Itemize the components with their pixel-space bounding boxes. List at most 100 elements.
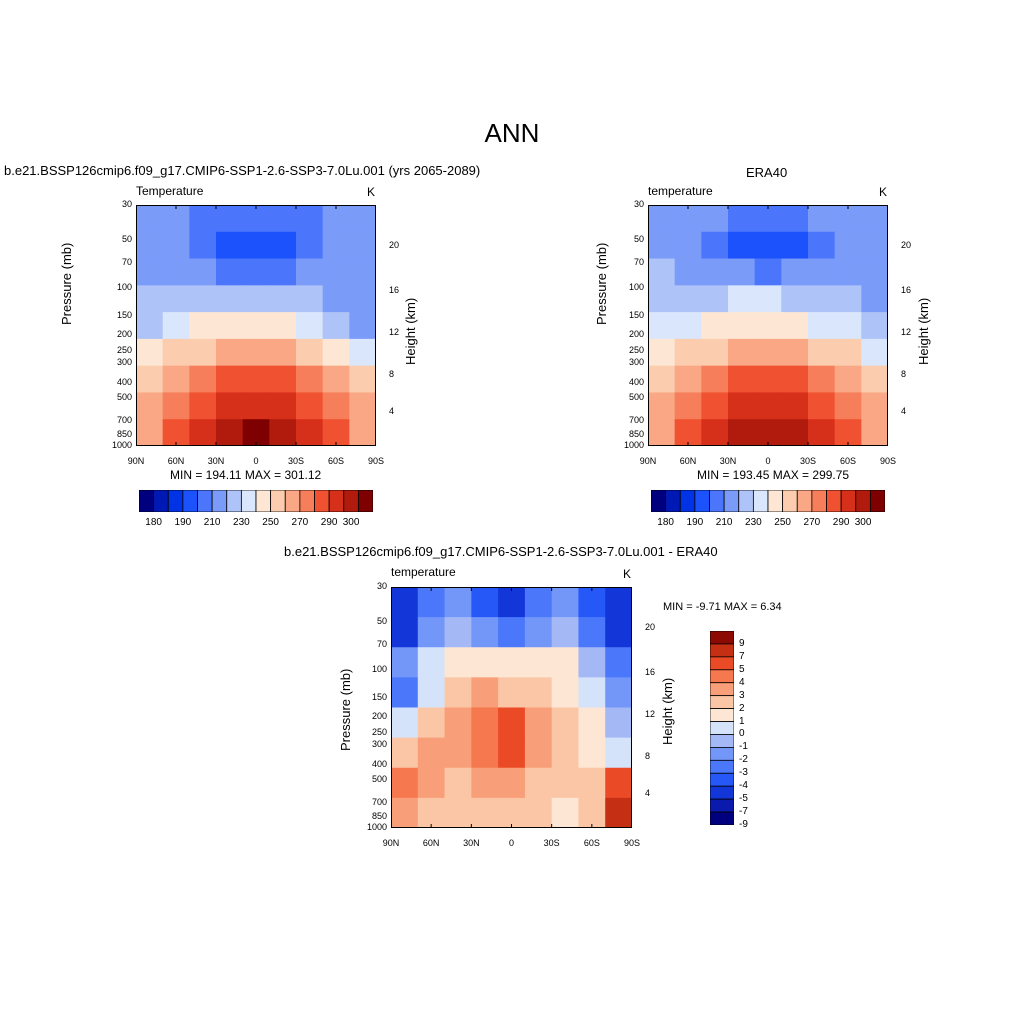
heatmap-cell: [189, 285, 217, 313]
heatmap-cell: [296, 205, 324, 233]
heatmap-cell: [605, 647, 632, 678]
colorbar-swatch: [811, 490, 827, 512]
heatmap-cell: [808, 258, 836, 286]
diff-colorbar: [710, 631, 734, 825]
colorbar-label: 9: [739, 637, 745, 649]
heatmap-cell: [861, 285, 888, 313]
heatmap-cell: [417, 587, 446, 618]
latitude-tick-label: 60N: [422, 838, 440, 848]
heatmap-cell: [136, 258, 164, 286]
heatmap-cell: [242, 419, 270, 446]
colorbar-label: 180: [145, 517, 162, 528]
heatmap-cell: [551, 707, 580, 739]
colorbar-label: 250: [774, 517, 791, 528]
model-var-label: Temperature: [136, 184, 204, 198]
heatmap-cell: [322, 419, 350, 446]
pressure-tick-label: 1000: [623, 440, 644, 450]
colorbar-label: -9: [739, 819, 748, 830]
heatmap-cell: [578, 587, 606, 618]
pressure-tick-label: 700: [628, 415, 644, 426]
heatmap-cell: [296, 285, 324, 313]
heatmap-cell: [808, 338, 836, 367]
colorbar-label: 270: [291, 517, 309, 528]
heatmap-cell: [189, 312, 217, 340]
heatmap-cell: [444, 737, 472, 769]
model-units-label: K: [367, 185, 376, 199]
heatmap-cell: [754, 338, 782, 367]
heatmap-cell: [648, 205, 676, 233]
heatmap-cell: [728, 392, 756, 420]
heatmap-cell: [391, 767, 419, 799]
colorbar-label: 1: [739, 715, 745, 727]
heatmap-cell: [136, 365, 164, 394]
heatmap-cell: [754, 205, 782, 233]
colorbar-label: -7: [739, 806, 748, 818]
heatmap-cell: [162, 231, 190, 260]
heatmap-cell: [808, 392, 836, 420]
heatmap-cell: [471, 647, 499, 678]
height-tick-label: 4: [389, 406, 395, 417]
colorbar-swatch: [255, 490, 272, 512]
obs-pressure-axis-label: Pressure (mb): [594, 242, 609, 325]
heatmap-cell: [136, 205, 164, 233]
colorbar-swatch: [855, 490, 871, 512]
colorbar-swatch: [710, 631, 734, 645]
heatmap-cell: [498, 797, 526, 828]
latitude-tick-label: 90N: [127, 456, 145, 466]
pressure-tick-label: 70: [121, 257, 132, 268]
height-tick-label: 12: [901, 326, 912, 337]
colorbar-swatch: [710, 759, 734, 774]
latitude-tick-label: 90N: [639, 456, 657, 466]
heatmap-cell: [136, 285, 164, 313]
heatmap-cell: [578, 647, 606, 678]
heatmap-cell: [551, 617, 580, 648]
heatmap-cell: [322, 205, 350, 233]
heatmap-cell: [781, 285, 809, 313]
heatmap-cell: [674, 312, 702, 340]
heatmap-cell: [834, 365, 862, 394]
colorbar-swatch: [343, 490, 359, 512]
heatmap-cell: [834, 231, 862, 260]
colorbar-swatch: [710, 643, 734, 658]
heatmap-cell: [296, 312, 324, 340]
latitude-tick-label: 30S: [287, 456, 304, 466]
heatmap-cell: [471, 797, 499, 828]
colorbar-swatch: [767, 490, 784, 512]
heatmap-cell: [189, 205, 217, 233]
heatmap-cell: [701, 419, 729, 446]
colorbar-label: 270: [803, 517, 821, 528]
heatmap-cell: [808, 205, 836, 233]
heatmap-cell: [781, 231, 809, 260]
heatmap-cell: [296, 231, 324, 260]
heatmap-cell: [524, 797, 553, 828]
heatmap-cell: [808, 285, 836, 313]
heatmap-cell: [242, 312, 270, 340]
heatmap-cell: [349, 231, 376, 260]
heatmap-cell: [648, 365, 676, 394]
heatmap-cell: [605, 617, 632, 648]
heatmap-cell: [391, 647, 419, 678]
colorbar-swatch: [710, 811, 734, 825]
heatmap-cell: [269, 231, 297, 260]
colorbar-swatch: [826, 490, 842, 512]
heatmap-cell: [861, 392, 888, 420]
heatmap-cell: [674, 258, 702, 286]
colorbar-swatch: [226, 490, 242, 512]
heatmap-cell: [189, 392, 217, 420]
heatmap-cell: [242, 258, 270, 286]
heatmap-cell: [444, 677, 472, 709]
heatmap-cell: [471, 587, 499, 618]
heatmap-cell: [524, 647, 553, 678]
heatmap-cell: [417, 767, 446, 799]
heatmap-cell: [861, 205, 888, 233]
heatmap-cell: [781, 392, 809, 420]
height-tick-label: 8: [901, 368, 907, 379]
heatmap-cell: [444, 797, 472, 828]
heatmap-cell: [136, 392, 164, 420]
heatmap-cell: [391, 677, 419, 709]
latitude-tick-label: 30N: [207, 456, 225, 466]
heatmap-cell: [605, 797, 632, 828]
heatmap-cell: [162, 258, 190, 286]
pressure-tick-label: 100: [116, 281, 132, 292]
colorbar-swatch: [710, 669, 734, 684]
